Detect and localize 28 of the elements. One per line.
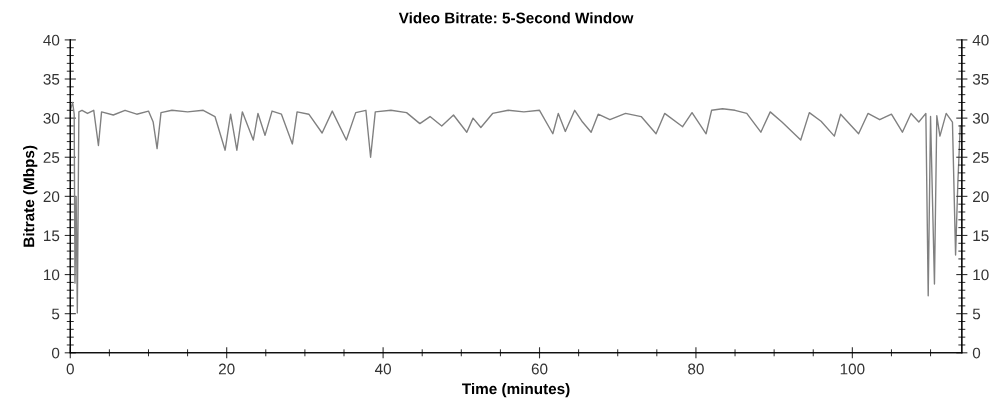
x-axis-title: Time (minutes) — [462, 383, 570, 398]
y2-tick-label: 25 — [973, 152, 989, 163]
y-tick-label: 25 — [43, 152, 60, 163]
y-tick-label: 5 — [51, 308, 60, 320]
y-tick-label: 20 — [43, 191, 60, 203]
y2-tick-label: 10 — [973, 269, 989, 281]
x-tick-label: 60 — [531, 363, 548, 375]
x-tick-label: 40 — [374, 363, 392, 375]
y-tick-label: 10 — [44, 269, 60, 281]
y2-tick-label: 35 — [972, 73, 989, 85]
y2-tick-label: 15 — [973, 230, 989, 242]
x-tick-label: 100 — [840, 363, 865, 375]
y-tick-label: 35 — [43, 73, 60, 85]
y2-tick-label: 30 — [972, 112, 989, 124]
y2-tick-label: 40 — [972, 34, 989, 46]
y-tick-label: 40 — [43, 34, 60, 46]
y2-tick-label: 20 — [973, 191, 989, 203]
x-tick-label: 0 — [66, 363, 74, 375]
y-tick-label: 30 — [43, 112, 60, 124]
x-tick-label: 20 — [218, 363, 235, 375]
x-tick-label: 80 — [688, 363, 704, 375]
y-tick-label: 0 — [51, 347, 60, 359]
y2-tick-label: 0 — [972, 347, 981, 359]
line-series — [70, 101, 961, 314]
y-tick-label: 15 — [44, 230, 60, 242]
chart-title: Video Bitrate: 5-Second Window — [398, 12, 634, 24]
y-axis-title: Bitrate (Mbps) — [23, 145, 38, 247]
y2-tick-label: 5 — [972, 308, 981, 320]
